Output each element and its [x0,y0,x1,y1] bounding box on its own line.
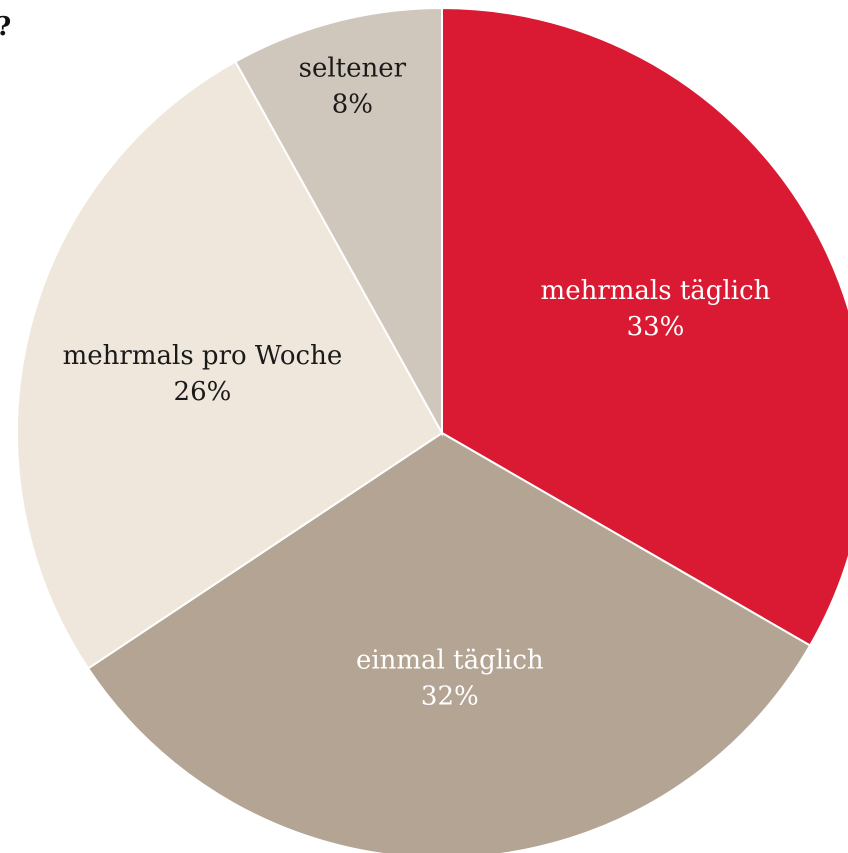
slice-label: seltener [299,53,407,83]
slice-value: 26% [174,377,232,407]
slice-label: einmal täglich [356,645,544,675]
slice-label: mehrmals täglich [541,276,771,306]
pie-slice [86,431,812,853]
slice-label: mehrmals pro Woche [63,341,343,371]
pie-slice [16,60,444,670]
chart-title: ? [0,12,11,42]
slice-value: 8% [332,89,373,119]
slice-value: 33% [627,312,685,342]
slice-value: 32% [421,681,479,711]
pie-slice [441,6,848,647]
pie-slice [234,6,443,437]
